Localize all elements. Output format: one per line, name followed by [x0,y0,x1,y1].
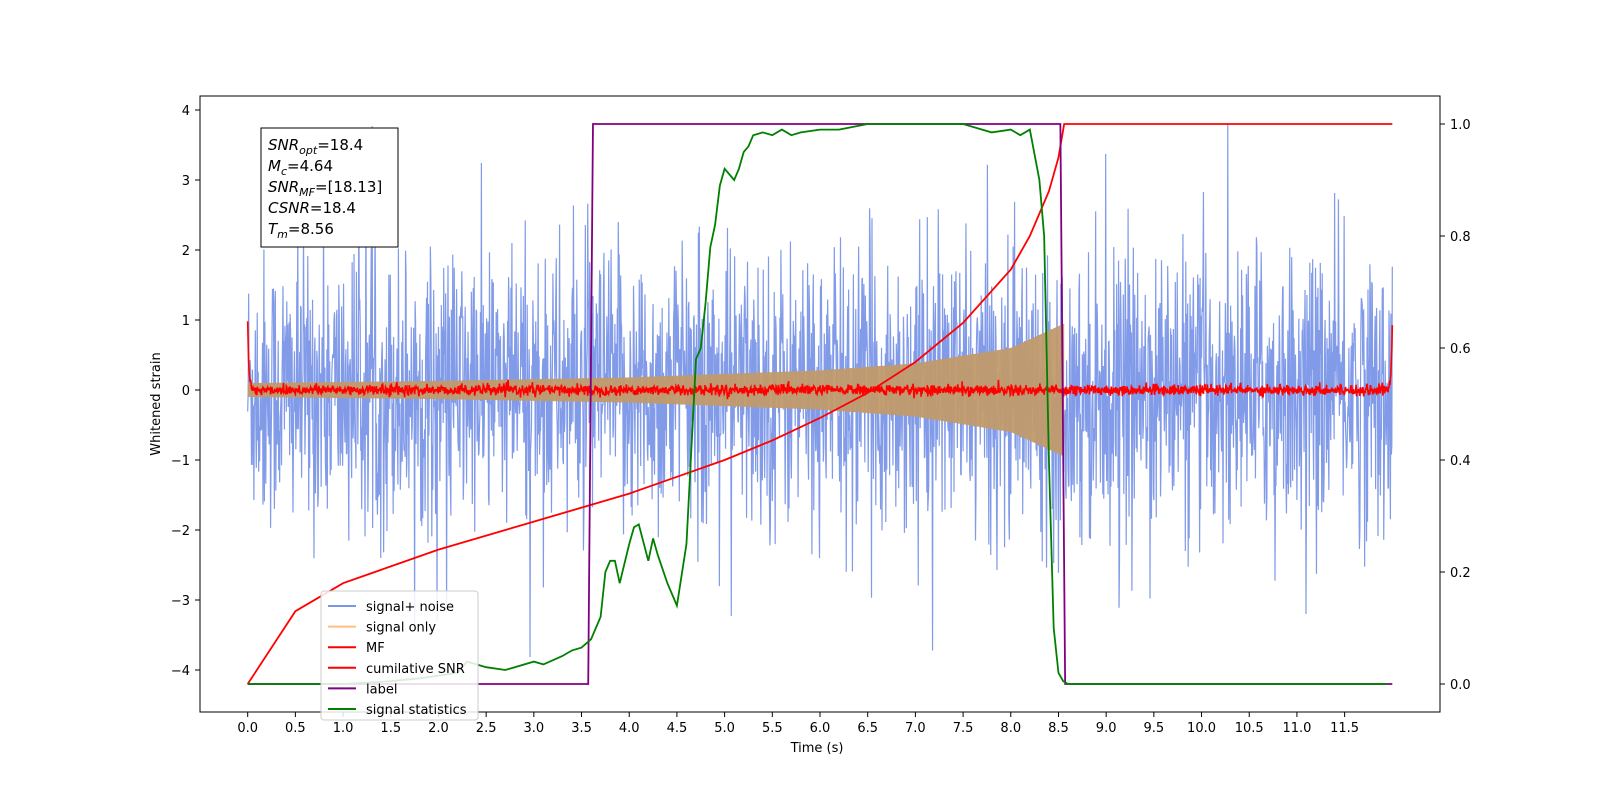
x-tick-label: 8.5 [1048,721,1069,736]
series-layer [246,123,1394,685]
x-tick-label: 0.0 [237,721,258,736]
y2-tick-label: 1.0 [1450,118,1471,133]
info-box-frame [260,127,399,248]
legend-label-4: label [366,682,397,697]
x-tick-label: 10.5 [1235,721,1264,736]
y-tick-label: −4 [171,664,190,679]
y2-tick-label: 0.0 [1450,678,1471,693]
x-tick-label: 9.5 [1144,721,1165,736]
y2-tick-label: 0.2 [1450,566,1471,581]
legend: signal+ noise signal only MF cumilative SNR… [320,590,479,721]
x-tick-label: 2.0 [428,721,449,736]
x-tick-label: 0.5 [285,721,306,736]
legend-items: signal+ noise signal only MF cumilative SNR… [328,600,467,718]
x-tick-label: 5.5 [762,721,783,736]
info-line-4: Tm=8.56 [268,220,334,241]
y-tick-label: 3 [182,174,190,189]
y2-axis-ticks: 1.0 0.8 0.6 0.4 0.2 0.0 [1440,118,1471,693]
x-tick-label: 4.0 [619,721,640,736]
y-axis-ticks: 4 3 2 1 0 −1 −2 −3 −4 [171,104,200,679]
series-line-2 [246,321,1394,400]
x-axis-label: Time (s) [790,741,844,756]
series-line-3 [246,123,1393,685]
y-tick-label: 4 [182,104,190,119]
x-tick-label: 1.5 [380,721,401,736]
y-tick-label: 0 [182,384,190,399]
y2-tick-label: 0.6 [1450,342,1471,357]
info-line-1: Mc=4.64 [268,157,333,178]
x-tick-label: 11.5 [1330,721,1359,736]
legend-label-0: signal+ noise [366,600,454,615]
y2-tick-label: 0.4 [1450,454,1471,469]
y-axis-label: Whitened strain [149,352,164,455]
series-line-5 [247,123,1388,685]
legend-label-3: cumilative SNR [366,662,465,677]
y-tick-label: 1 [182,314,190,329]
x-tick-label: 3.0 [524,721,545,736]
legend-frame [320,590,479,721]
x-tick-label: 3.5 [571,721,592,736]
x-tick-label: 2.5 [476,721,497,736]
y-tick-label: −1 [171,454,190,469]
x-tick-label: 1.0 [333,721,354,736]
y-tick-label: −3 [171,594,190,609]
y-tick-label: 2 [182,244,190,259]
legend-label-2: MF [366,641,385,656]
x-tick-label: 5.0 [714,721,735,736]
x-tick-label: 7.0 [905,721,926,736]
y2-tick-label: 0.8 [1450,230,1471,245]
y-tick-label: −2 [171,524,190,539]
info-box: SNRopt=18.4Mc=4.64SNRMF=[18.13]CSNR=18.4… [260,127,399,248]
x-tick-label: 7.5 [953,721,974,736]
legend-label-5: signal statistics [366,703,467,718]
x-axis-ticks: 0.0 0.5 1.0 1.5 2.0 2.5 3.0 3.5 4.0 4.5 5.0 5.5 6.0 6… [237,712,1359,736]
x-tick-label: 9.0 [1096,721,1117,736]
info-line-0: SNRopt=18.4 [268,136,363,157]
info-line-3: CSNR=18.4 [268,199,356,217]
x-tick-label: 6.5 [857,721,878,736]
info-box-lines: SNRopt=18.4Mc=4.64SNRMF=[18.13]CSNR=18.4… [268,136,382,241]
x-tick-label: 6.0 [810,721,831,736]
x-tick-label: 4.5 [667,721,688,736]
x-tick-label: 10.0 [1187,721,1216,736]
x-tick-label: 11.0 [1282,721,1311,736]
legend-label-1: signal only [366,621,436,636]
x-tick-label: 8.0 [1000,721,1021,736]
info-line-2: SNRMF=[18.13] [268,178,382,199]
